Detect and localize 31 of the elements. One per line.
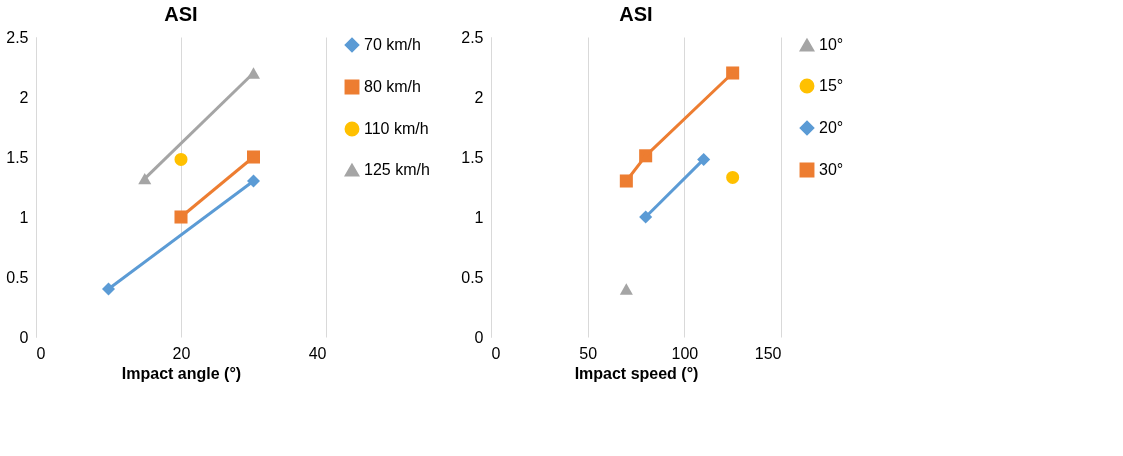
y-tick-label: 2 — [19, 88, 29, 106]
legend-label: 110 km/h — [364, 120, 429, 137]
y-tick-label: 2.5 — [461, 28, 484, 46]
legend-label: 70 km/h — [364, 36, 421, 53]
legend-label: 30° — [819, 161, 844, 178]
x-axis-title: Impact angle (°) — [121, 364, 242, 382]
y-tick-label: 2 — [474, 88, 484, 106]
x-tick-label: 100 — [671, 344, 699, 362]
chart-title: ASI — [164, 3, 198, 25]
legend-label: 15° — [819, 77, 844, 94]
chart-title: ASI — [619, 3, 653, 25]
y-tick-label: 0 — [19, 328, 29, 346]
x-tick-label: 0 — [36, 344, 46, 362]
legend-label: 20° — [819, 119, 844, 136]
y-tick-label: 1 — [19, 208, 29, 226]
x-tick-label: 20 — [172, 344, 191, 362]
x-tick-label: 0 — [491, 344, 501, 362]
legend-label: 125 km/h — [364, 161, 430, 178]
y-tick-label: 1.5 — [6, 148, 29, 166]
legend-label: 80 km/h — [364, 78, 421, 95]
x-tick-label: 50 — [579, 344, 598, 362]
x-tick-label: 150 — [754, 344, 782, 362]
x-tick-label: 40 — [308, 344, 327, 362]
y-tick-label: 0.5 — [6, 268, 29, 286]
y-tick-label: 0.5 — [461, 268, 484, 286]
y-tick-label: 1 — [474, 208, 484, 226]
legend-label: 10° — [819, 36, 844, 53]
y-tick-label: 0 — [474, 328, 484, 346]
y-tick-label: 1.5 — [461, 148, 484, 166]
x-axis-title: Impact speed (°) — [574, 364, 699, 382]
y-tick-label: 2.5 — [6, 28, 29, 46]
